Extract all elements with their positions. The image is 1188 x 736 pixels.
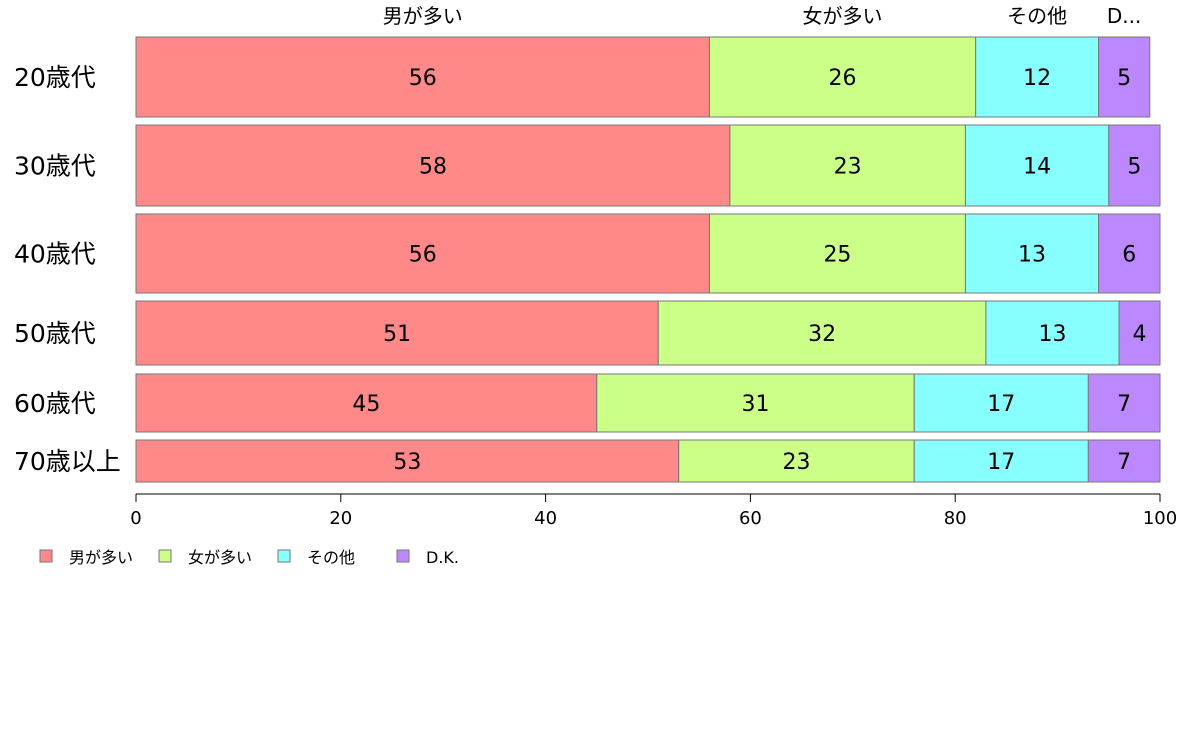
bar-segment-5-1: [678, 439, 915, 483]
bar-segment-5-0: [135, 439, 680, 483]
bar-segment-3-3: [1118, 300, 1161, 366]
data-label-1-1: 23: [834, 155, 862, 180]
legend-swatch-2: [277, 549, 291, 563]
category-labels-group: 20歳代 30歳代 40歳代 50歳代 60歳代 70歳以上: [14, 63, 121, 476]
bar-segment-4-2: [913, 373, 1089, 433]
category-label-0: 20歳代: [14, 63, 96, 92]
bar-segment-1-0: [135, 124, 731, 207]
bar-segment-3-1: [657, 300, 987, 366]
data-label-4-1: 31: [742, 392, 770, 417]
legend: 男が多い 女が多い その他 D.K.: [39, 548, 459, 567]
bar-segment-2-0: [135, 213, 710, 294]
data-label-0-0: 56: [409, 66, 437, 91]
data-label-1-0: 58: [419, 155, 447, 180]
data-label-4-2: 17: [987, 392, 1015, 417]
bar-segment-0-1: [708, 36, 977, 118]
category-label-3: 50歳代: [14, 319, 96, 348]
data-label-0-2: 12: [1023, 66, 1051, 91]
bars-group: 56 26 12 5 58 23 14 5 56 25 13 6 51 32 13 4 45 31 17 7 53 23 1…: [135, 36, 1161, 483]
bar-segment-5-3: [1087, 439, 1161, 483]
top-series-label-1: 女が多い: [803, 4, 883, 28]
bar-segment-1-1: [729, 124, 966, 207]
bar-segment-1-3: [1108, 124, 1161, 207]
data-label-3-3: 4: [1133, 322, 1147, 347]
data-label-5-3: 7: [1117, 450, 1131, 475]
bar-segment-1-2: [964, 124, 1110, 207]
legend-label-2: その他: [307, 548, 355, 567]
data-label-5-2: 17: [987, 450, 1015, 475]
x-tick-label-0: 0: [130, 508, 141, 529]
top-series-label-3: D...: [1107, 4, 1141, 28]
data-label-2-3: 6: [1122, 243, 1136, 268]
bar-segment-3-2: [985, 300, 1120, 366]
bar-segment-5-2: [913, 439, 1089, 483]
category-label-2: 40歳代: [14, 240, 96, 269]
data-label-5-0: 53: [393, 450, 421, 475]
data-label-5-1: 23: [782, 450, 810, 475]
x-tick-label-4: 80: [944, 508, 967, 529]
top-labels-group: 男が多い 女が多い その他 D...: [383, 4, 1142, 28]
legend-swatch-3: [396, 549, 410, 563]
data-label-1-2: 14: [1023, 155, 1051, 180]
data-label-3-2: 13: [1038, 322, 1066, 347]
data-label-0-1: 26: [829, 66, 857, 91]
x-tick-label-3: 60: [739, 508, 762, 529]
bar-segment-0-2: [975, 36, 1100, 118]
x-axis: 0 20 40 60 80 100: [130, 493, 1177, 529]
bar-segment-4-1: [596, 373, 915, 433]
data-label-4-3: 7: [1117, 392, 1131, 417]
data-label-1-3: 5: [1127, 155, 1141, 180]
bar-segment-0-3: [1098, 36, 1151, 118]
bar-segment-2-3: [1098, 213, 1161, 294]
data-label-0-3: 5: [1117, 66, 1131, 91]
category-label-1: 30歳代: [14, 152, 96, 181]
bar-segment-4-0: [135, 373, 598, 433]
data-label-4-0: 45: [352, 392, 380, 417]
category-label-5: 70歳以上: [14, 447, 121, 476]
data-label-2-1: 25: [823, 243, 851, 268]
top-series-label-0: 男が多い: [383, 4, 463, 28]
data-label-3-0: 51: [383, 322, 411, 347]
legend-swatch-1: [158, 549, 172, 563]
top-series-label-2: その他: [1007, 4, 1067, 28]
legend-label-3: D.K.: [426, 548, 459, 567]
data-label-3-1: 32: [808, 322, 836, 347]
data-label-2-2: 13: [1018, 243, 1046, 268]
legend-swatch-0: [39, 549, 53, 563]
bar-segment-2-1: [708, 213, 966, 294]
legend-label-1: 女が多い: [188, 548, 252, 567]
bar-segment-4-3: [1087, 373, 1161, 433]
x-tick-label-1: 20: [329, 508, 352, 529]
x-tick-label-5: 100: [1143, 508, 1177, 529]
x-tick-label-2: 40: [534, 508, 557, 529]
data-label-2-0: 56: [409, 243, 437, 268]
legend-label-0: 男が多い: [69, 548, 133, 567]
bar-segment-3-0: [135, 300, 659, 366]
category-label-4: 60歳代: [14, 389, 96, 418]
bar-segment-0-0: [135, 36, 710, 118]
